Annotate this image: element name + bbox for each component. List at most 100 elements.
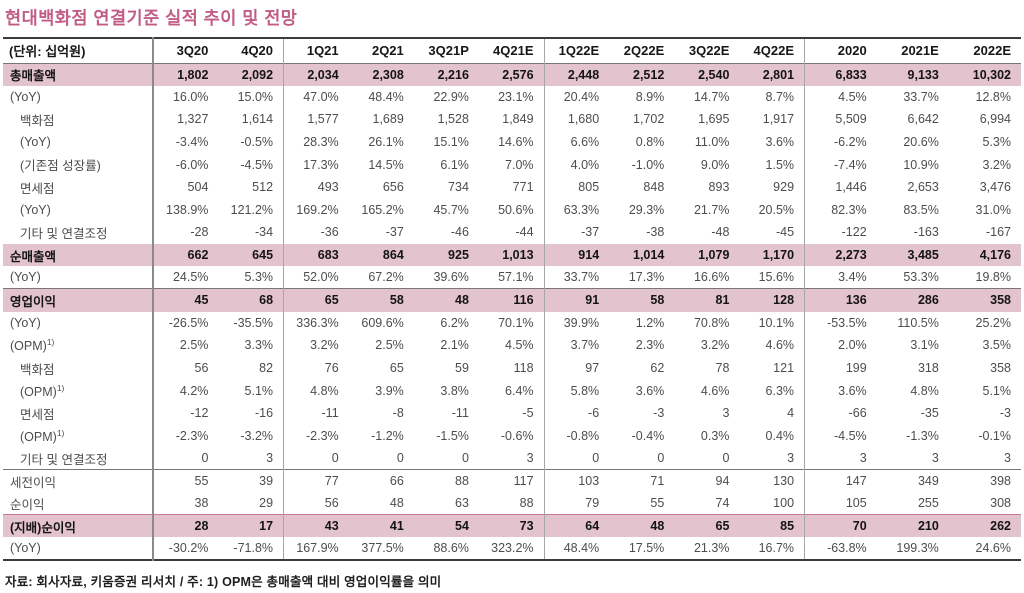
cell: 199.3% [896, 541, 939, 556]
cell: -12 [152, 401, 219, 425]
row-label: 기타 및 연결조정 [20, 226, 108, 241]
cell: 12.8% [975, 89, 1011, 104]
cell: 4,176 [979, 248, 1011, 263]
cell: 21.3% [693, 541, 730, 556]
cell: -1.0% [631, 157, 665, 172]
cell: 0.4% [765, 428, 795, 443]
cell: 58 [650, 293, 665, 308]
cell: 97 [543, 356, 610, 380]
cell: 78 [715, 361, 730, 376]
cell: 4.2% [152, 379, 219, 402]
cell: 45 [152, 288, 219, 312]
cell: 67.2% [368, 270, 404, 285]
cell: 52.0% [283, 266, 349, 289]
cell: 2,801 [762, 67, 795, 82]
cell: 1,013 [502, 248, 534, 263]
table-row: 면세점 -12 -16 -11 -8 -11 -5 -6 -3 3 4 -66 -35 -3 [3, 401, 1021, 425]
cell: 5.8% [543, 379, 610, 402]
table-body: 총매출액 1,802 2,092 2,034 2,308 2,216 2,576 2,448 2… [3, 63, 1021, 561]
cell: 70.8% [693, 315, 730, 330]
cell: 3.4% [804, 266, 877, 289]
cell: 398 [990, 474, 1011, 489]
cell: 10,302 [972, 67, 1011, 82]
cell: 2,653 [907, 180, 939, 195]
cell: 24.5% [152, 266, 219, 289]
cell: 88.6% [433, 541, 469, 556]
row-label: 백화점 [20, 113, 55, 128]
cell: 22.9% [433, 89, 469, 104]
cell: -4.5% [240, 157, 274, 172]
cell: 2.3% [635, 338, 665, 353]
cell: 94 [715, 474, 730, 489]
cell: 609.6% [361, 315, 404, 330]
cell: 19.8% [975, 270, 1011, 285]
cell: 6.2% [440, 315, 469, 330]
cell: 0 [722, 451, 730, 466]
column-header: 2020 [804, 38, 877, 63]
row-label: 영업이익 [10, 294, 57, 309]
cell: -6.0% [152, 153, 219, 176]
cell: -0.6% [500, 428, 534, 443]
cell: 6.4% [505, 383, 534, 398]
cell: -35.5% [233, 315, 274, 330]
cell: 15.1% [433, 135, 469, 150]
cell: 1,577 [283, 108, 349, 131]
cell: 77 [283, 469, 349, 493]
cell: 55 [650, 496, 665, 511]
cell: 62 [650, 361, 665, 376]
cell: -163 [913, 225, 939, 240]
cell: 6.1% [440, 157, 469, 172]
cell: 55 [152, 469, 219, 493]
cell: 43 [283, 514, 349, 538]
cell: 48 [650, 519, 665, 534]
cell: 1.2% [635, 315, 665, 330]
cell: -6.2% [804, 130, 877, 154]
table-row: (지배)순이익 28 17 43 41 54 73 64 48 65 85 70 210 262 [3, 514, 1021, 538]
cell: 771 [512, 180, 534, 195]
cell: 1,528 [437, 112, 469, 127]
cell: 2.5% [375, 338, 404, 353]
cell: 14.6% [498, 135, 534, 150]
cell: 3.8% [440, 383, 469, 398]
cell: 3 [931, 451, 939, 466]
cell: 2,308 [372, 67, 404, 82]
cell: -3.4% [152, 130, 219, 154]
cell: 147 [804, 469, 877, 493]
cell: 6,642 [907, 112, 939, 127]
cell: 0 [461, 451, 469, 466]
cell: 3 [804, 447, 877, 470]
cell: -122 [804, 221, 877, 244]
cell: 25.2% [975, 315, 1011, 330]
cell: 3.7% [543, 334, 610, 357]
cell: -2.3% [152, 424, 219, 448]
cell: 2,092 [241, 67, 274, 82]
cell: 65 [715, 519, 730, 534]
row-label: 백화점 [20, 362, 55, 377]
cell: 39.9% [543, 311, 610, 335]
financials-table: (단위: 십억원) 3Q20 4Q20 1Q21 2Q21 3Q21P 4Q21E 1Q22E… [3, 37, 1021, 562]
cell: 74 [715, 496, 730, 511]
cell: 20.6% [903, 135, 939, 150]
cell: 16.7% [758, 541, 795, 556]
source-note: 자료: 회사자료, 키움증권 리서치 / 주: 1) OPM은 총매출액 대비 … [5, 575, 442, 590]
cell: 85 [780, 519, 795, 534]
column-header: 2021E [901, 43, 939, 59]
cell: 2,512 [633, 67, 665, 82]
row-label: 기타 및 연결조정 [20, 452, 108, 467]
row-label: 세전이익 [10, 475, 57, 490]
cell: 3,485 [907, 248, 939, 263]
cell: 914 [543, 243, 610, 267]
cell: -4.5% [804, 424, 877, 448]
cell: 358 [990, 293, 1011, 308]
cell: 82 [259, 361, 274, 376]
cell: 4.5% [505, 338, 534, 353]
cell: 3.2% [700, 338, 730, 353]
cell: 8.9% [635, 89, 665, 104]
cell: 110.5% [897, 315, 939, 330]
cell: 683 [283, 243, 349, 267]
cell: 56 [152, 356, 219, 380]
column-header: 2Q22E [623, 43, 665, 59]
table-row: (YoY) -30.2% -71.8% 167.9% 377.5% 88.6% 323.2%… [3, 537, 1021, 561]
cell: 1,849 [502, 112, 534, 127]
cell: 3 [266, 451, 274, 466]
